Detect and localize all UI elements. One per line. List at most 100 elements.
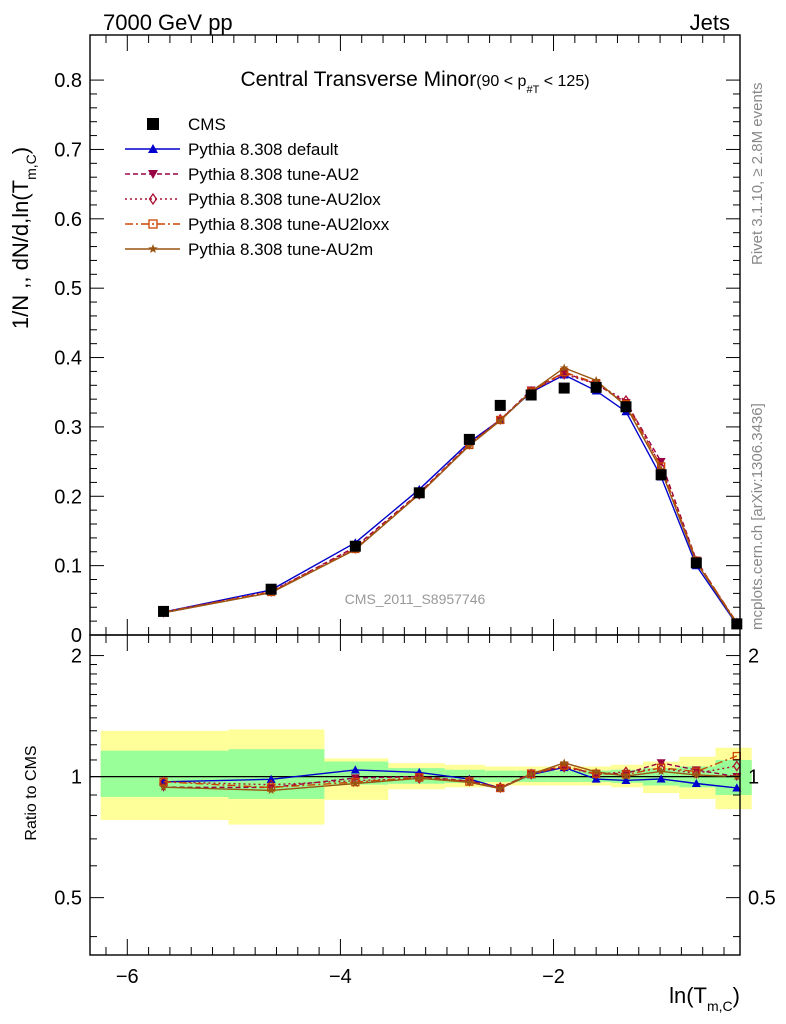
data-point	[558, 382, 570, 394]
ratio-point	[621, 775, 631, 784]
watermark: CMS_2011_S8957746	[345, 591, 486, 607]
ratio-point	[351, 779, 360, 788]
data-point	[463, 433, 475, 445]
data-point	[559, 363, 569, 372]
data-point	[413, 487, 425, 499]
ratio-point	[526, 769, 536, 778]
data-point	[525, 389, 537, 401]
legend-marker	[148, 144, 158, 153]
legend-label: Pythia 8.308 tune-AU2m	[188, 240, 373, 259]
ratio-tick-label-right: 0.5	[748, 888, 776, 910]
header-process: Jets	[690, 10, 730, 35]
series-line	[163, 367, 738, 625]
ratio-point	[732, 783, 742, 792]
ratio-point	[266, 785, 276, 794]
series-line	[163, 373, 738, 624]
series-2	[159, 369, 742, 629]
y-tick-label: 0.2	[54, 486, 82, 508]
series-0	[158, 381, 743, 630]
series-4	[159, 367, 741, 627]
ratio-point	[159, 782, 168, 791]
x-axis-label: ln(Tm,C)	[669, 983, 740, 1014]
y-tick-label: 0.4	[54, 348, 82, 370]
y-tick-label: 0	[71, 625, 82, 647]
data-point	[496, 416, 505, 425]
ratio-tick-label: 1	[71, 767, 82, 789]
data-point	[591, 375, 601, 385]
ratio-point	[496, 784, 505, 793]
mcplots-label: mcplots.cern.ch [arXiv:1306.3436]	[749, 403, 766, 630]
main-ticks: 0 0.1 0.2 0.3 0.4 0.5 0.6 0.7 0.8	[54, 35, 740, 647]
legend-marker	[147, 118, 159, 130]
series-line	[163, 372, 738, 625]
rivet-label: Rivet 3.1.10, ≥ 2.8M events	[749, 83, 766, 266]
legend-marker	[148, 219, 158, 229]
data-point	[265, 583, 277, 595]
legend-entry: Pythia 8.308 default	[125, 140, 339, 159]
legend-marker	[148, 192, 158, 206]
ratio-tick-label-right: 1	[748, 767, 759, 789]
data-point	[731, 618, 743, 630]
chart-title: Central Transverse Minor(90 < p#T < 125)	[240, 68, 589, 96]
legend-label: Pythia 8.308 default	[188, 140, 339, 159]
series-line	[163, 371, 738, 623]
legend-label: CMS	[188, 115, 226, 134]
legend-entry: Pythia 8.308 tune-AU2	[125, 165, 359, 184]
legend-entry: Pythia 8.308 tune-AU2lox	[125, 190, 381, 209]
ratio-series	[159, 751, 742, 794]
main-plot: Central Transverse Minor(90 < p#T < 125)…	[54, 34, 743, 647]
data-point	[690, 557, 702, 569]
ratio-point	[732, 760, 741, 772]
data-point	[349, 540, 361, 552]
legend-entry: Pythia 8.308 tune-AU2loxx	[125, 215, 390, 234]
data-point	[620, 401, 632, 413]
legend-label: Pythia 8.308 tune-AU2	[188, 165, 359, 184]
ratio-plot: −6 −4 −2 0.5 0.5 1 1 2 2	[54, 634, 776, 988]
y-axis-label: 1/N ,, dN/d,ln(Tm,C)	[8, 147, 39, 329]
ratio-point	[266, 774, 276, 783]
legend-label: Pythia 8.308 tune-AU2loxx	[188, 215, 390, 234]
series-1	[159, 370, 742, 629]
y-tick-label: 0.5	[54, 278, 82, 300]
data-point	[655, 469, 667, 481]
ratio-tick-label-right: 2	[748, 646, 759, 668]
ratio-point	[351, 777, 360, 787]
ratio-axis-label: Ratio to CMS	[23, 745, 40, 840]
y-tick-label: 0.7	[54, 139, 82, 161]
legend-marker	[148, 244, 158, 253]
series-line	[163, 374, 738, 625]
x-tick-label: −2	[542, 966, 565, 988]
ratio-point	[559, 758, 569, 767]
ratio-point	[350, 765, 360, 774]
series-3	[159, 368, 741, 629]
ratio-series-5	[159, 758, 742, 794]
y-tick-label: 0.6	[54, 209, 82, 231]
ratio-tick-label: 2	[71, 646, 82, 668]
ratio-point	[656, 766, 666, 775]
legend-entry: CMS	[147, 115, 226, 134]
ratio-tick-label: 0.5	[54, 888, 82, 910]
y-tick-label: 0.3	[54, 417, 82, 439]
ratio-point	[656, 774, 666, 783]
ratio-band-green	[100, 750, 229, 797]
ratio-point	[415, 772, 424, 784]
x-tick-label: −6	[116, 966, 139, 988]
data-point	[158, 605, 170, 617]
series-5	[159, 363, 742, 628]
data-point	[590, 381, 602, 393]
ratio-point	[591, 767, 601, 776]
main-series	[158, 363, 743, 630]
legend-entry: Pythia 8.308 tune-AU2m	[125, 240, 373, 259]
x-tick-label: −4	[329, 966, 352, 988]
header-energy: 7000 GeV pp	[103, 10, 233, 35]
ratio-point	[692, 767, 701, 779]
ratio-point	[415, 773, 424, 782]
data-point	[465, 441, 474, 450]
ratio-band-green	[228, 749, 325, 799]
ratio-point	[691, 778, 701, 788]
ratio-ticks: −6 −4 −2 0.5 0.5 1 1 2 2	[54, 635, 776, 988]
legend-marker	[148, 170, 158, 179]
legend: CMS Pythia 8.308 default Pythia 8.308 tune…	[125, 115, 390, 259]
ratio-point	[527, 768, 536, 780]
